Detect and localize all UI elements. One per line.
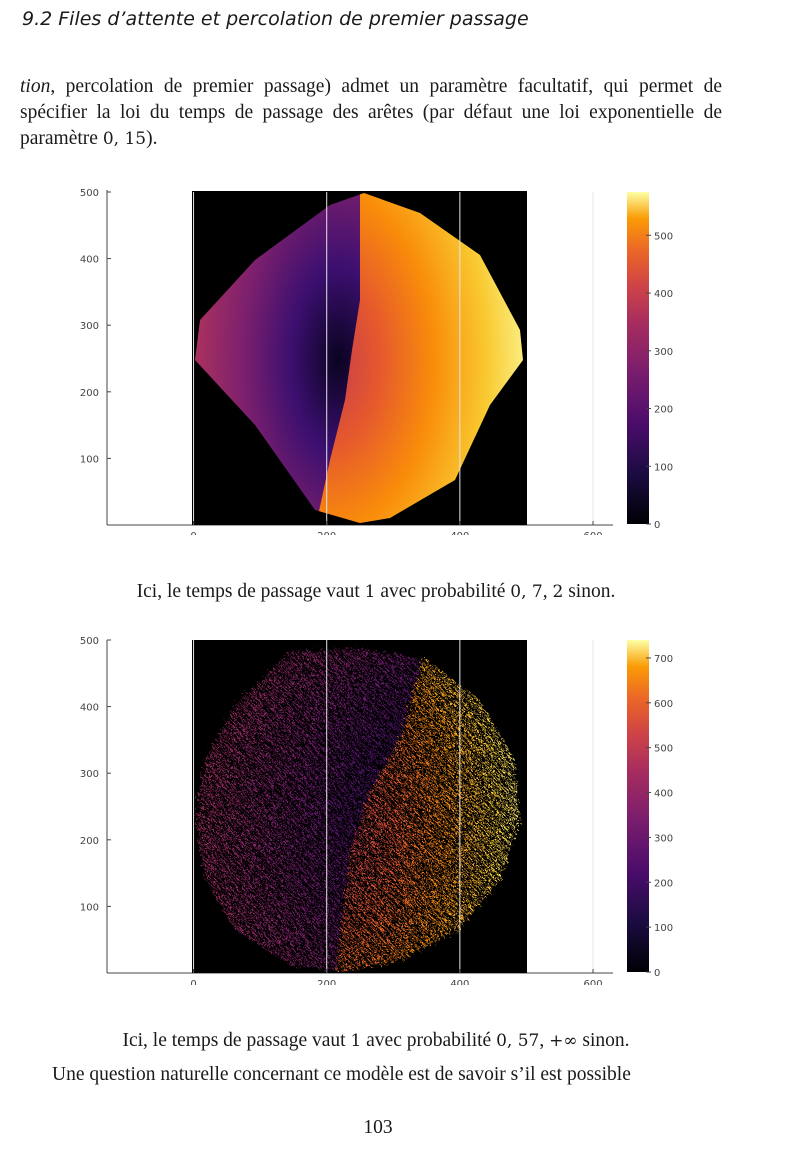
colorbar-tick-label: 100 [654, 923, 673, 934]
heatmap-figure-1: 0 200 400 600 100 200 300 400 500 0 100 200 300 400 5… [60, 180, 700, 535]
colorbar-tick-label: 500 [654, 744, 673, 755]
x-tick-label: 400 [450, 979, 469, 985]
y-tick-label: 300 [80, 321, 99, 332]
axis-ticks-2: 0 200 400 600 100 200 300 400 500 [80, 636, 603, 985]
x-tick-label: 600 [583, 531, 602, 535]
colorbar-tick-label: 200 [654, 405, 673, 416]
axis-ticks-1: 0 200 400 600 100 200 300 400 500 [80, 188, 603, 535]
colorbar-ticks-1: 0 100 200 300 400 500 [646, 231, 673, 531]
y-tick-label: 500 [80, 188, 99, 199]
x-tick-label: 200 [317, 979, 336, 985]
paragraph-end: ). [146, 128, 158, 149]
colorbar-tick-label: 300 [654, 347, 673, 358]
colorbar-tick-label: 600 [654, 699, 673, 710]
x-tick-label: 200 [317, 531, 336, 535]
y-tick-label: 200 [80, 836, 99, 847]
y-tick-label: 400 [80, 703, 99, 714]
italic-fragment: tion [20, 76, 51, 97]
colorbar-tick-label: 400 [654, 289, 673, 300]
running-title: 9.2 Files d’attente et percolation de pr… [22, 8, 529, 30]
plot-frame-1 [106, 190, 613, 526]
continuation-line: Une question naturelle concernant ce mod… [52, 1064, 631, 1085]
figure-caption-1: Ici, le temps de passage vaut 1 avec pro… [136, 581, 616, 602]
figure-caption-2: Ici, le temps de passage vaut 1 avec pro… [122, 1030, 630, 1051]
colorbar-tick-label: 100 [654, 462, 673, 473]
y-tick-label: 100 [80, 454, 99, 465]
colorbar-tick-label: 0 [654, 968, 660, 979]
paragraph-text: , percolation de premier passage) admet … [20, 76, 722, 149]
body-paragraph: tion, percolation de premier passage) ad… [20, 74, 722, 152]
colorbar-tick-label: 400 [654, 789, 673, 800]
math-value: 0, 15 [102, 129, 147, 149]
x-tick-label: 400 [450, 531, 469, 535]
colorbar-ticks-2: 0 100 200 300 400 500 600 700 [646, 654, 673, 979]
plot-frame-2 [106, 640, 613, 974]
x-tick-label: 600 [583, 979, 602, 985]
y-tick-label: 300 [80, 769, 99, 780]
cluster-shape [195, 648, 520, 972]
heatmap-figure-2: 0 200 400 600 100 200 300 400 500 0 100 200 300 400 5… [60, 630, 700, 985]
page-number: 103 [363, 1117, 393, 1138]
colorbar-tick-label: 200 [654, 878, 673, 889]
x-tick-label: 0 [190, 979, 196, 985]
x-tick-label: 0 [190, 531, 196, 535]
colorbar-tick-label: 300 [654, 833, 673, 844]
colorbar-tick-label: 0 [654, 520, 660, 531]
y-tick-label: 500 [80, 636, 99, 647]
colorbar-2 [627, 640, 649, 972]
heatmap-2-svg: 0 200 400 600 100 200 300 400 500 0 100 200 300 400 5… [80, 636, 673, 985]
y-tick-label: 100 [80, 902, 99, 913]
y-tick-label: 200 [80, 388, 99, 399]
colorbar-tick-label: 700 [654, 654, 673, 665]
colorbar-1 [627, 192, 649, 524]
heatmap-1-svg: 0 200 400 600 100 200 300 400 500 0 100 200 300 400 5… [80, 188, 673, 535]
colorbar-tick-label: 500 [654, 231, 673, 242]
y-tick-label: 400 [80, 255, 99, 266]
